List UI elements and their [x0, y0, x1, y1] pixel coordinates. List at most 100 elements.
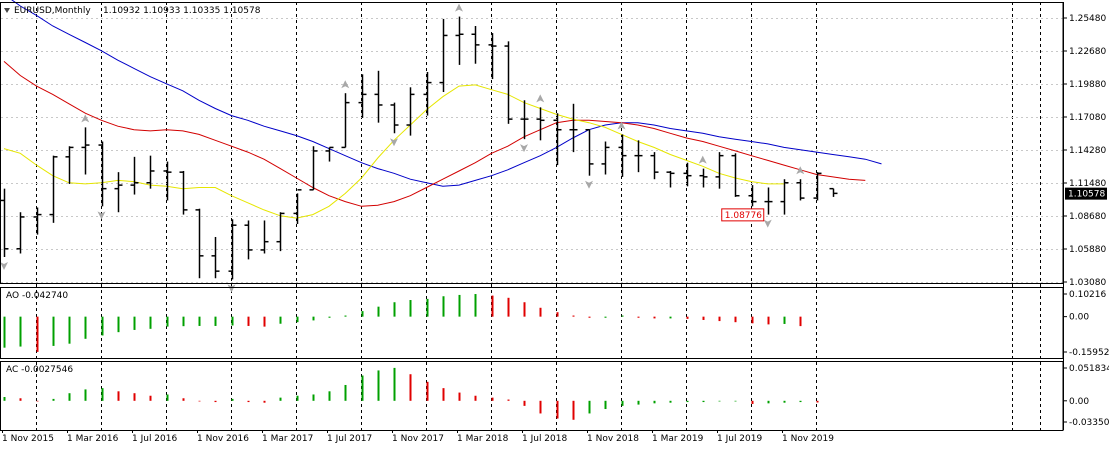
grid-layer [1, 2, 1063, 430]
price-axis-tick-label: 1.25480 [1069, 14, 1106, 24]
ohlc-bar [520, 100, 529, 140]
pane-frame [0, 2, 1064, 284]
ohlc-bar [49, 155, 58, 223]
ohlc-bar [163, 161, 172, 201]
up-fractal-arrow [796, 166, 805, 175]
ohlc-bar [358, 74, 367, 118]
ao-axis-tick-label: -0.159528 [1069, 348, 1109, 358]
ohlc-bar [65, 146, 74, 184]
down-fractal-arrow [97, 211, 106, 220]
ohlc-bar [715, 152, 724, 189]
price-axis-tick-label: 1.05880 [1069, 245, 1106, 255]
ohlc-bar [98, 141, 107, 207]
current-price-badge [1065, 187, 1107, 200]
ohlc-bar [748, 185, 757, 207]
price-callout-label: 1.08776 [725, 211, 762, 221]
ohlc-bar [488, 33, 497, 80]
ohlc-bar [406, 87, 415, 136]
time-axis-tick-label: 1 Nov 2016 [197, 434, 249, 444]
ohlc-bar [455, 16, 464, 65]
ohlc-bar [634, 140, 643, 173]
ohlc-bar [0, 188, 9, 258]
ohlc-bar [423, 71, 432, 116]
ac-axis-tick-label: 0.00 [1069, 397, 1089, 407]
ohlc-bar [309, 146, 318, 191]
ohlc-bar [276, 212, 285, 252]
time-axis-tick-label: 1 Jul 2017 [327, 434, 372, 444]
symbol-icon[interactable] [4, 8, 10, 13]
ohlc-bar [553, 113, 562, 166]
ohlc-bar [764, 187, 773, 215]
ohlc-bar [439, 18, 448, 93]
price-axis-tick-label: 1.14280 [1069, 146, 1106, 156]
moving-average-line [3, 61, 866, 207]
price-axis-tick-label: 1.03080 [1069, 278, 1106, 288]
symbol-title: EURUSD,Monthly [14, 6, 91, 16]
ohlc-bar [585, 128, 594, 176]
ohlc-bar [569, 103, 578, 153]
labels-layer: EURUSD,Monthly 1.10932 1.10933 1.10335 1.… [2, 6, 1109, 444]
price-axis-tick-label: 1.17080 [1069, 113, 1106, 123]
oscillator-bars-layer [3, 294, 819, 420]
ohlc-bar [666, 170, 675, 188]
down-fractal-arrow [227, 284, 236, 293]
up-fractal-arrow [81, 114, 90, 123]
ohlc-bar [114, 172, 123, 213]
ac-axis-tick-label: 0.0518344 [1069, 364, 1109, 374]
ohlc-bar [33, 207, 42, 235]
ohlc-bar [195, 208, 204, 279]
price-callout-box [721, 208, 765, 222]
price-axis-tick-label: 1.19880 [1069, 80, 1106, 90]
down-fractal-arrow [763, 219, 772, 228]
pane-frame [0, 287, 1064, 359]
time-axis-tick-label: 1 Jul 2019 [717, 434, 762, 444]
down-fractal-arrow [520, 144, 528, 153]
ohlc-bar [504, 41, 513, 124]
down-fractal-arrow [0, 262, 8, 271]
ohlc-bar [471, 26, 480, 64]
ohlc-bar [81, 127, 90, 175]
ao-axis-tick-label: 0.00 [1069, 313, 1089, 323]
price-axis-tick-label: 1.11480 [1069, 179, 1106, 189]
pane-borders-layer [0, 2, 1064, 431]
moving-average-line [11, 0, 882, 187]
ohlc-bar [829, 187, 838, 197]
time-axis-tick-label: 1 Nov 2015 [2, 434, 54, 444]
price-bars-layer [0, 16, 838, 280]
ohlc-bar [341, 93, 350, 149]
ohlc-bar [683, 162, 692, 187]
ohlc-bar [780, 179, 789, 215]
up-fractal-arrow [617, 121, 626, 130]
price-axis-tick-label: 1.08680 [1069, 212, 1106, 222]
time-axis-tick-label: 1 Mar 2018 [457, 434, 509, 444]
time-axis-tick-label: 1 Jul 2016 [132, 434, 177, 444]
ohlc-bar [260, 220, 269, 254]
ohlc-bar [731, 153, 740, 197]
up-fractal-arrow [536, 94, 545, 103]
down-fractal-arrow [585, 180, 593, 189]
ohlc-bar [228, 219, 237, 280]
time-axis-tick-label: 1 Jul 2018 [522, 434, 567, 444]
up-fractal-arrow [455, 3, 463, 12]
ao-axis-tick-label: 0.10216 [1069, 290, 1106, 300]
ohlc-bar [699, 168, 708, 188]
ac-axis-tick-label: -0.033506 [1069, 418, 1109, 428]
ohlc-bar [244, 220, 253, 260]
ohlc-bar [536, 107, 545, 141]
time-axis-tick-label: 1 Nov 2019 [782, 434, 834, 444]
ohlc-bar [16, 212, 25, 254]
time-axis-tick-label: 1 Mar 2017 [262, 434, 313, 444]
time-axis-tick-label: 1 Nov 2018 [587, 434, 639, 444]
ohlc-bar [618, 134, 627, 177]
ohlc-bar [374, 70, 383, 123]
price-axis-tick-label: 1.22680 [1069, 47, 1106, 57]
ohlc-bar [813, 172, 822, 201]
ohlc-bar [601, 141, 610, 175]
time-axis-tick-label: 1 Nov 2017 [392, 434, 444, 444]
ohlc-bar [130, 156, 139, 195]
pane-frame [0, 361, 1064, 431]
time-axis-tick-label: 1 Mar 2016 [67, 434, 119, 444]
ohlc-bar [390, 102, 399, 134]
